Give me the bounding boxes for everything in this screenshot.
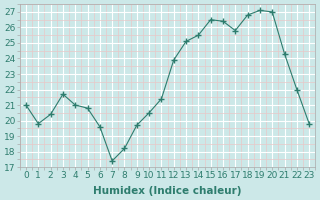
X-axis label: Humidex (Indice chaleur): Humidex (Indice chaleur): [93, 186, 242, 196]
